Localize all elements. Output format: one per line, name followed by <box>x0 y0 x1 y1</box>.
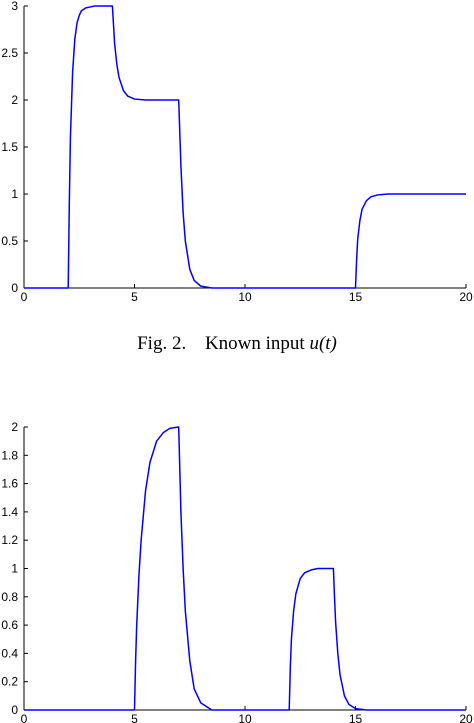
series-line <box>24 5 466 289</box>
caption-figure-label: Fig. 2. <box>137 333 187 354</box>
series-line <box>24 426 466 711</box>
figure-caption: Fig. 2. Known input u(t) <box>0 333 474 355</box>
x-tick-label: 0 <box>21 290 28 304</box>
y-tick-label: 1 <box>11 187 18 201</box>
y-tick-label: 0 <box>11 703 18 717</box>
chart-second-response: 0 5 10 15 20 0 0.2 0.4 0.6 0.8 1 1.2 1.4 1.6 1.8 2 <box>1 420 473 723</box>
y-tick-label: 3 <box>11 0 18 13</box>
x-tick-label: 10 <box>238 712 252 723</box>
x-tick-label: 20 <box>459 290 473 304</box>
chart-known-input: 0 5 10 15 20 0 0.5 1 1.5 2 2.5 3 <box>1 0 473 304</box>
y-tick-label: 0.5 <box>1 234 18 248</box>
y-tick-label: 1.5 <box>1 140 18 154</box>
y-tick-label: 1.6 <box>1 477 18 491</box>
x-tick-label: 5 <box>131 290 138 304</box>
y-tick-label: 2.5 <box>1 46 18 60</box>
y-tick-label: 0.8 <box>1 590 18 604</box>
caption-text: Known input <box>204 333 310 354</box>
y-tick-label: 2 <box>11 93 18 107</box>
x-tick-label: 10 <box>238 290 252 304</box>
y-tick-label: 0.6 <box>1 618 18 632</box>
y-tick-label: 1 <box>11 562 18 576</box>
y-tick-label: 0.2 <box>1 675 18 689</box>
y-tick-label: 1.2 <box>1 533 18 547</box>
y-tick-label: 0 <box>11 281 18 295</box>
caption-math: u(t) <box>309 333 337 354</box>
x-tick-label: 15 <box>349 290 363 304</box>
y-tick-label: 1.8 <box>1 448 18 462</box>
x-tick-label: 5 <box>131 712 138 723</box>
x-tick-label: 0 <box>21 712 28 723</box>
y-tick-label: 2 <box>11 420 18 434</box>
y-tick-label: 0.4 <box>1 646 18 660</box>
x-tick-label: 15 <box>349 712 363 723</box>
x-tick-label: 20 <box>459 712 473 723</box>
y-tick-label: 1.4 <box>1 505 18 519</box>
